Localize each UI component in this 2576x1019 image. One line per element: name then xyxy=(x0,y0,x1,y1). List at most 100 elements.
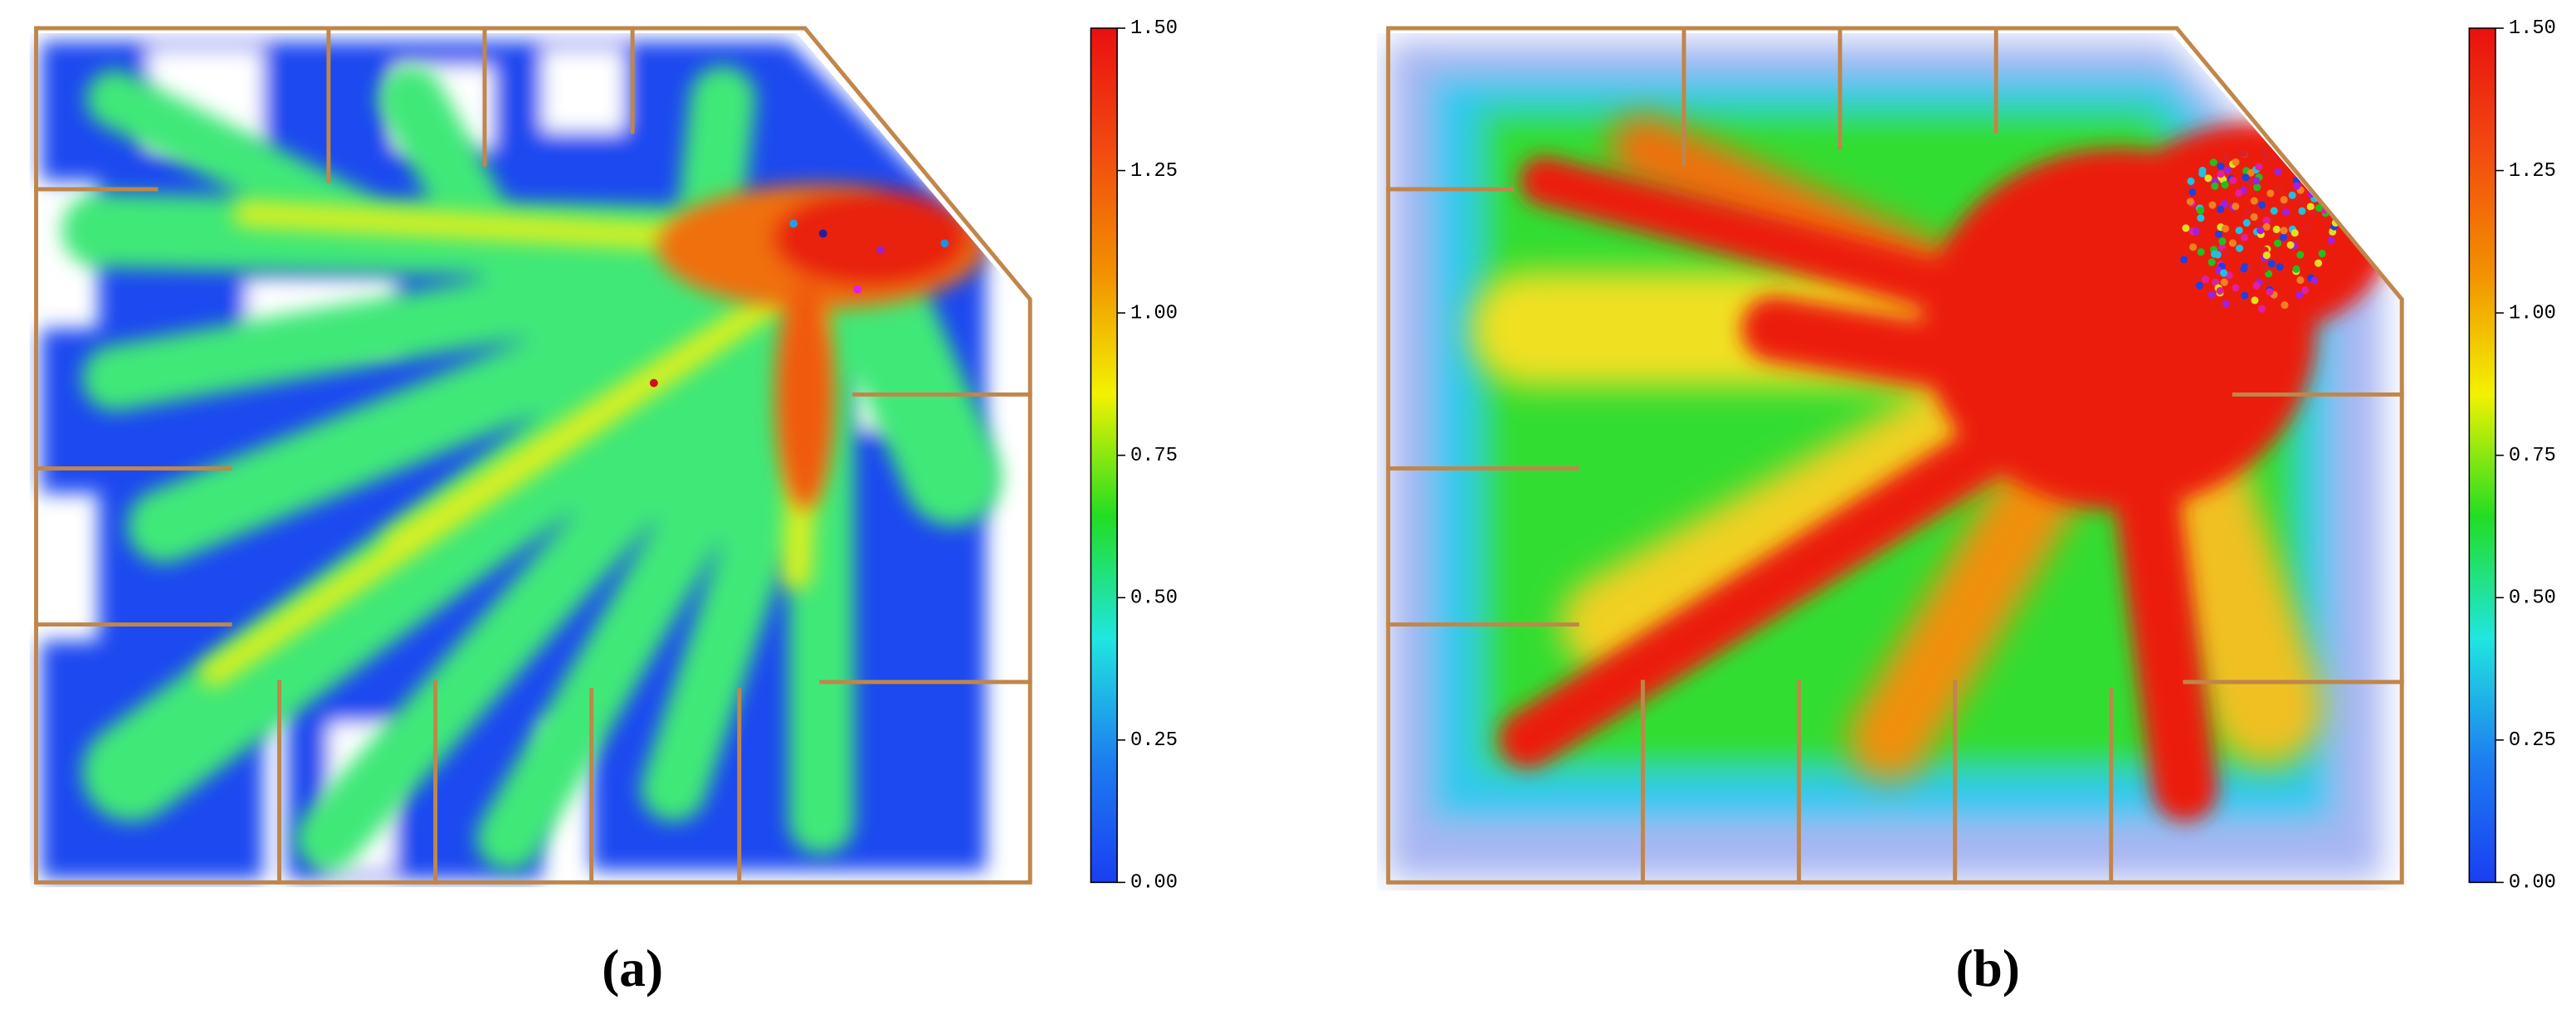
agent xyxy=(2286,241,2295,249)
colorbar-tick-label: 1.00 xyxy=(2509,302,2556,324)
colorbar-tick-label: 1.50 xyxy=(1130,17,1178,40)
agent xyxy=(2223,166,2232,174)
floor-plan-a xyxy=(34,26,1032,885)
agent xyxy=(2232,284,2240,292)
agent xyxy=(2232,158,2240,166)
agent xyxy=(2280,227,2288,235)
agent xyxy=(2240,233,2248,241)
agent xyxy=(2262,251,2271,260)
agent xyxy=(2197,207,2205,215)
agent xyxy=(2222,154,2231,162)
agent xyxy=(2216,286,2224,295)
agent xyxy=(2246,178,2254,187)
panel-label: (b) xyxy=(1956,939,2020,997)
heat-peak xyxy=(656,184,986,510)
agent xyxy=(2266,288,2274,296)
agent xyxy=(2188,243,2198,251)
agent xyxy=(2301,286,2310,295)
agent xyxy=(2295,290,2304,299)
agent xyxy=(2292,182,2301,190)
agent xyxy=(2182,224,2190,232)
colorbar-tick-label: 1.25 xyxy=(1130,160,1178,183)
agent xyxy=(2240,149,2248,158)
agent xyxy=(2306,175,2315,183)
colorbar xyxy=(2468,27,2496,884)
agent xyxy=(2308,209,2316,217)
agent xyxy=(2242,218,2251,227)
agent xyxy=(2276,263,2284,271)
agents xyxy=(2180,147,2339,313)
colorbar-tick-label: 1.00 xyxy=(1130,302,1178,324)
agent xyxy=(2262,222,2271,232)
agent xyxy=(2228,239,2237,247)
colorbar-tick-label: 0.00 xyxy=(1130,872,1178,895)
agent xyxy=(2240,265,2248,273)
agent xyxy=(2288,191,2296,199)
agent xyxy=(2296,251,2305,259)
agent xyxy=(2197,214,2205,222)
colorbar-tick-label: 1.50 xyxy=(2509,17,2556,40)
agent xyxy=(2296,276,2305,285)
agent xyxy=(2221,225,2230,233)
agent xyxy=(2247,168,2255,177)
agent xyxy=(2197,248,2205,256)
agent xyxy=(2280,196,2288,204)
agent xyxy=(2316,185,2325,193)
heatmap-a xyxy=(41,41,1003,880)
agent xyxy=(2221,200,2229,208)
colorbar-tick-label: 1.25 xyxy=(2509,160,2556,183)
agent xyxy=(2258,201,2266,209)
agent xyxy=(2295,158,2304,167)
agent xyxy=(2242,173,2250,182)
agent xyxy=(2296,195,2305,203)
agent xyxy=(2234,189,2243,197)
agent xyxy=(2253,183,2261,192)
agent xyxy=(2255,163,2263,171)
agents xyxy=(649,219,949,388)
agent xyxy=(2266,189,2275,197)
agent xyxy=(2180,256,2188,264)
agent xyxy=(2201,275,2209,284)
agent xyxy=(2208,258,2216,266)
agent xyxy=(2252,281,2261,290)
floor-plan-b xyxy=(1386,26,2404,885)
agent xyxy=(2241,291,2249,300)
agent xyxy=(2314,259,2323,267)
agent xyxy=(2281,301,2289,310)
heatmap-b xyxy=(1388,41,2391,880)
agent xyxy=(2188,188,2197,197)
agent xyxy=(2292,265,2300,273)
agent xyxy=(2308,174,2316,183)
agent xyxy=(2212,278,2220,286)
agent xyxy=(2309,174,2317,183)
agent xyxy=(2219,269,2228,277)
agent xyxy=(2291,229,2299,237)
agent xyxy=(2235,244,2244,252)
agent xyxy=(2218,237,2227,246)
agent xyxy=(2274,168,2282,176)
agent xyxy=(2235,227,2243,235)
agent xyxy=(2244,208,2252,217)
agent xyxy=(2318,249,2326,258)
colorbar-tick-label: 0.75 xyxy=(2509,445,2556,467)
agent xyxy=(2232,202,2240,211)
agent xyxy=(2187,177,2195,186)
colorbar-tick-label: 0.75 xyxy=(1130,445,1178,467)
agent xyxy=(2261,265,2269,273)
agent xyxy=(2272,225,2281,233)
colorbar-tick-label: 0.50 xyxy=(2509,588,2556,610)
agent xyxy=(2271,152,2280,160)
agent xyxy=(2214,230,2223,238)
colorbar-tick-label: 0.25 xyxy=(1130,729,1178,752)
agent xyxy=(2246,265,2254,273)
agent xyxy=(2217,205,2225,213)
agent xyxy=(2306,202,2315,211)
agent xyxy=(2262,217,2271,225)
agent xyxy=(2298,207,2306,215)
agent xyxy=(2222,300,2230,308)
agent xyxy=(2267,260,2276,268)
agent xyxy=(2209,158,2217,167)
agent xyxy=(2250,212,2258,222)
colorbar-tick-label: 0.25 xyxy=(2509,729,2556,752)
